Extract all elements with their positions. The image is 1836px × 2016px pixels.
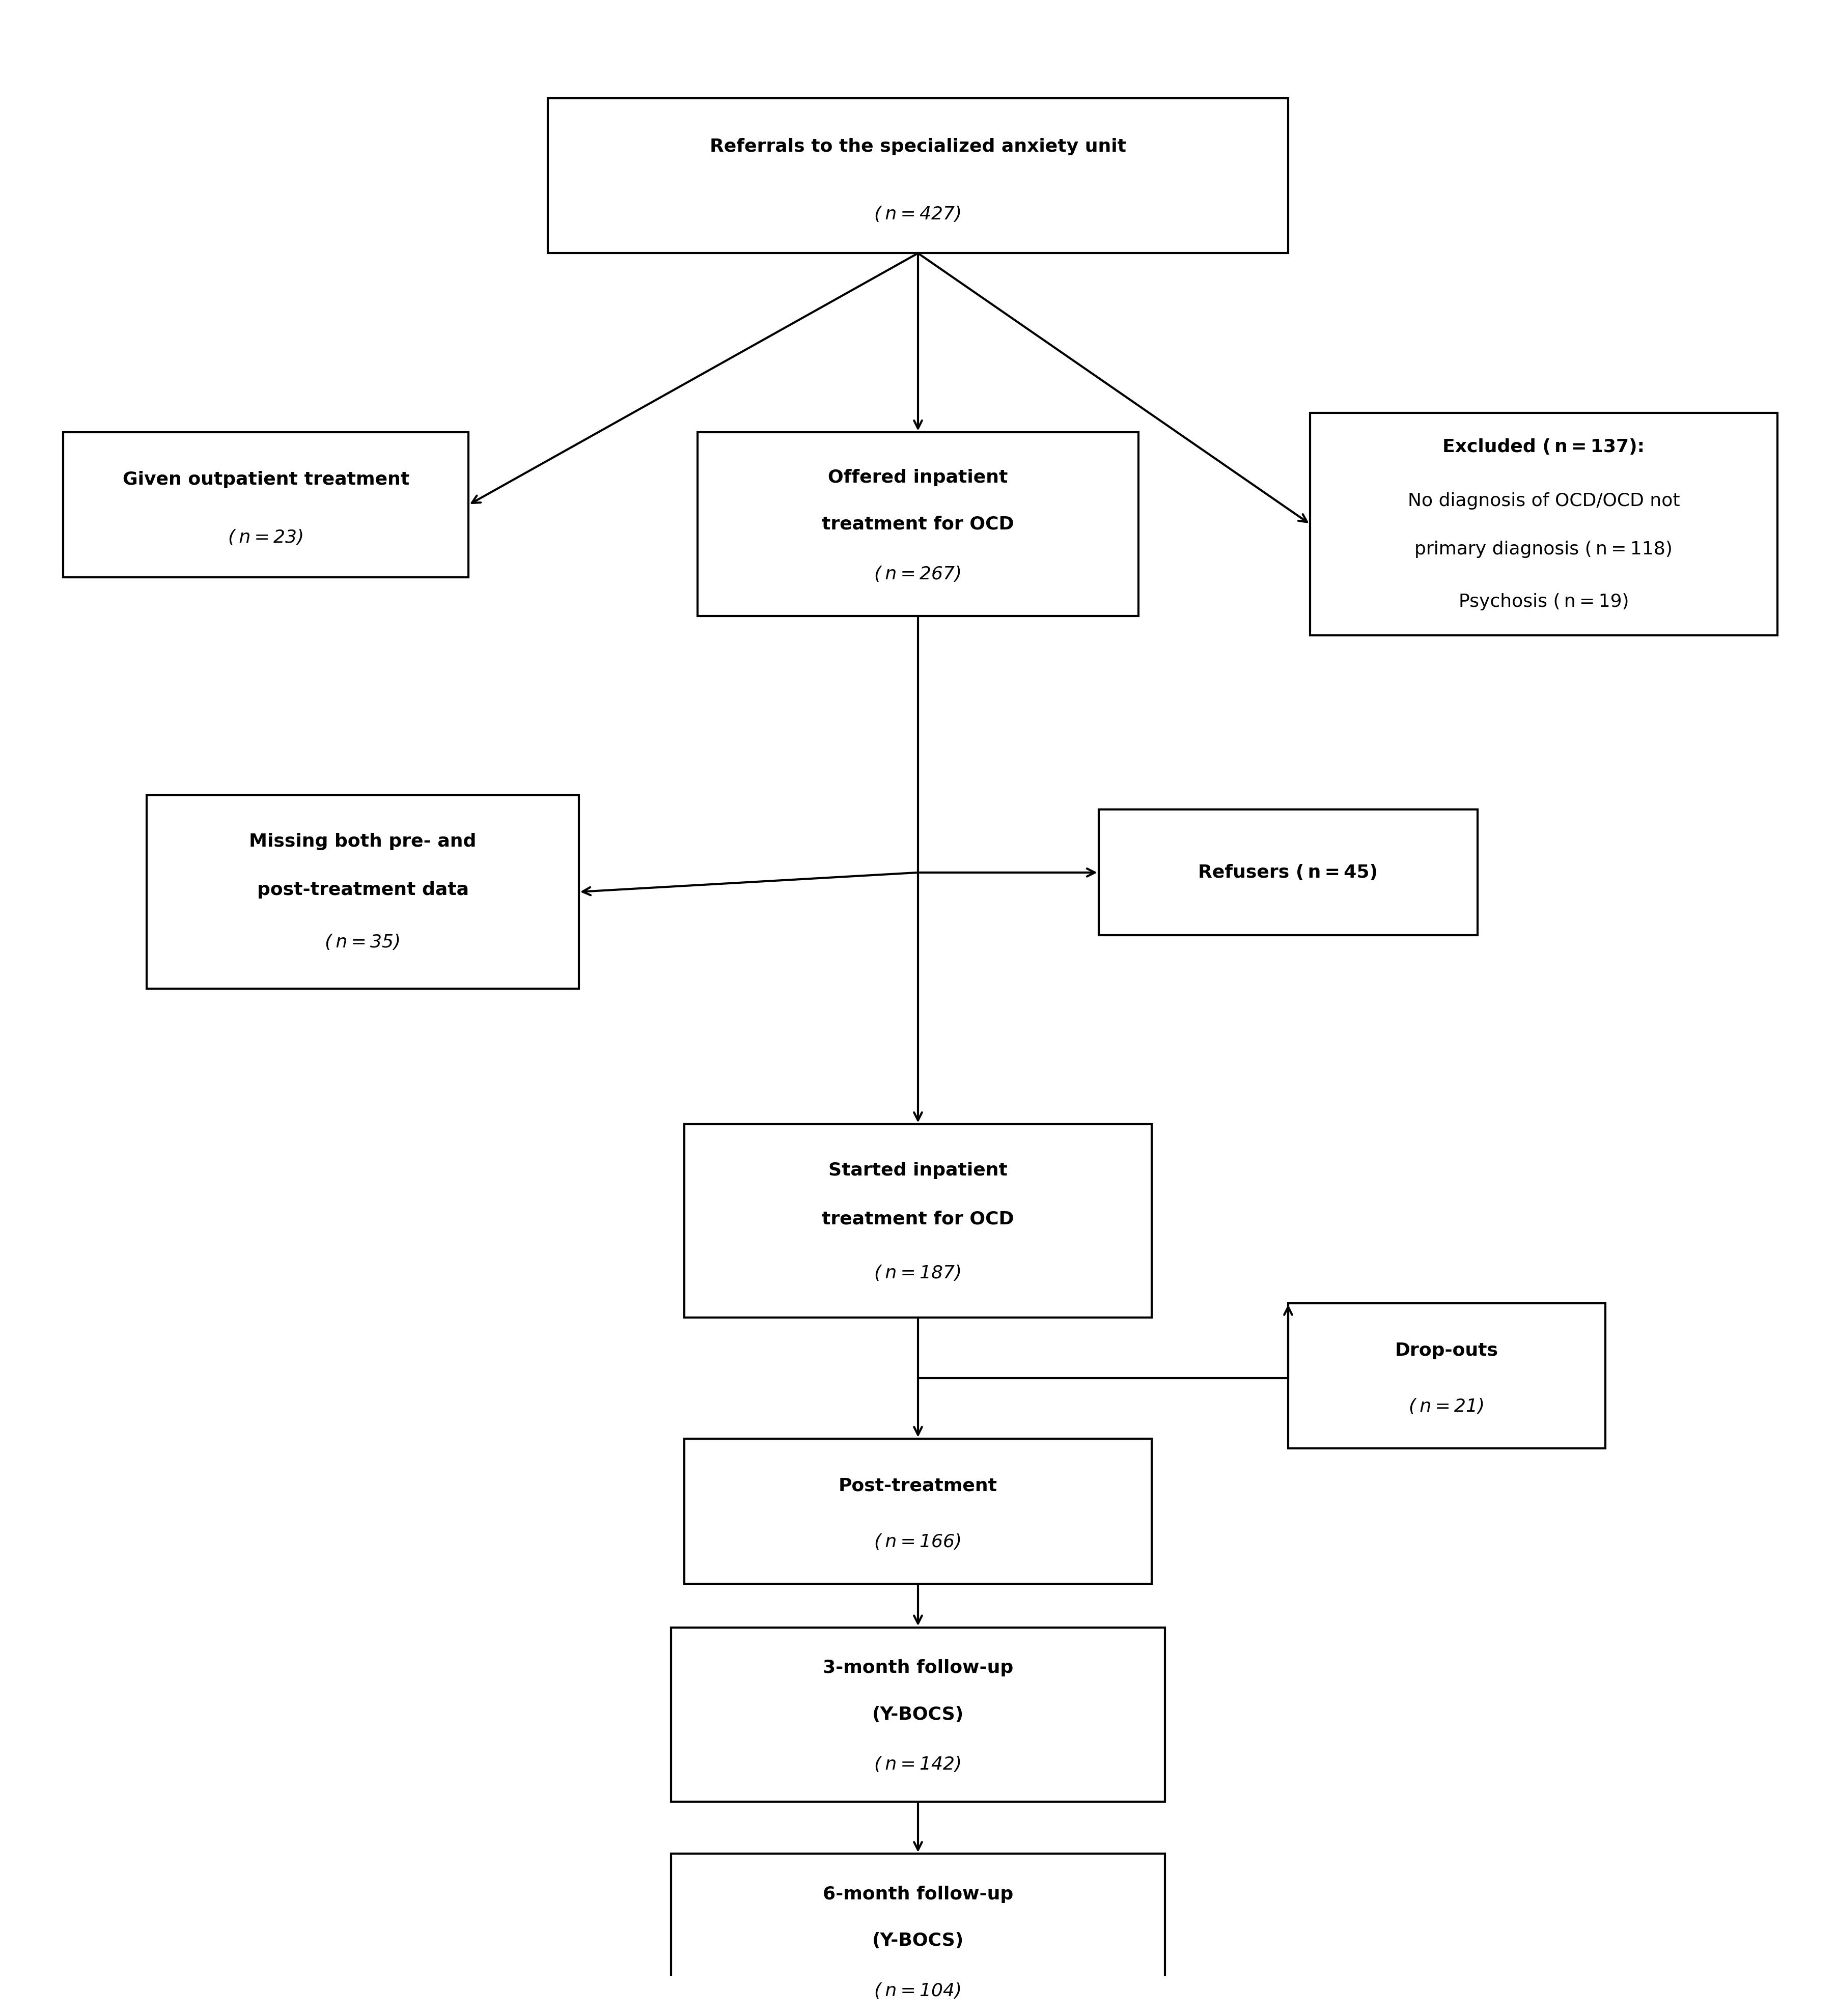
Text: ( n = 427): ( n = 427) — [874, 206, 962, 224]
Text: Started inpatient: Started inpatient — [828, 1161, 1008, 1179]
Text: Post-treatment: Post-treatment — [839, 1478, 997, 1494]
Text: Given outpatient treatment: Given outpatient treatment — [123, 472, 409, 488]
Text: ( n = 104): ( n = 104) — [874, 1982, 962, 2000]
Bar — [685, 1125, 1151, 1318]
Text: ( n = 142): ( n = 142) — [874, 1756, 962, 1774]
Text: Psychosis ( n = 19): Psychosis ( n = 19) — [1458, 593, 1629, 611]
Text: ( n = 267): ( n = 267) — [874, 566, 962, 583]
Bar — [1289, 1302, 1605, 1447]
Text: primary diagnosis ( n = 118): primary diagnosis ( n = 118) — [1416, 540, 1673, 558]
Text: treatment for OCD: treatment for OCD — [823, 1210, 1013, 1228]
Bar — [147, 794, 578, 988]
Text: ( n = 23): ( n = 23) — [228, 528, 303, 546]
Text: ( n = 21): ( n = 21) — [1408, 1397, 1485, 1415]
Text: Excluded ( n = 137):: Excluded ( n = 137): — [1443, 437, 1645, 456]
Text: Offered inpatient: Offered inpatient — [828, 470, 1008, 486]
Bar — [685, 1439, 1151, 1585]
Text: (Y-BOCS): (Y-BOCS) — [872, 1706, 964, 1724]
Text: Drop-outs: Drop-outs — [1395, 1343, 1498, 1359]
Text: ( n = 187): ( n = 187) — [874, 1264, 962, 1282]
Bar — [1311, 413, 1777, 635]
Text: 3-month follow-up: 3-month follow-up — [823, 1659, 1013, 1677]
Text: ( n = 35): ( n = 35) — [325, 933, 400, 952]
Text: (Y-BOCS): (Y-BOCS) — [872, 1931, 964, 1949]
Bar — [672, 1855, 1164, 2016]
Bar — [672, 1627, 1164, 1802]
Bar — [698, 431, 1138, 617]
Text: 6-month follow-up: 6-month follow-up — [823, 1885, 1013, 1903]
Text: Missing both pre- and: Missing both pre- and — [250, 833, 476, 851]
Bar — [547, 99, 1289, 254]
Text: ( n = 166): ( n = 166) — [874, 1534, 962, 1550]
Text: post-treatment data: post-treatment data — [257, 881, 468, 899]
Bar — [62, 431, 468, 577]
Text: Referrals to the specialized anxiety unit: Referrals to the specialized anxiety uni… — [711, 139, 1125, 155]
Text: treatment for OCD: treatment for OCD — [823, 516, 1013, 532]
Text: Refusers ( n = 45): Refusers ( n = 45) — [1199, 865, 1379, 881]
Bar — [1098, 810, 1478, 935]
Text: No diagnosis of OCD/OCD not: No diagnosis of OCD/OCD not — [1408, 492, 1680, 510]
